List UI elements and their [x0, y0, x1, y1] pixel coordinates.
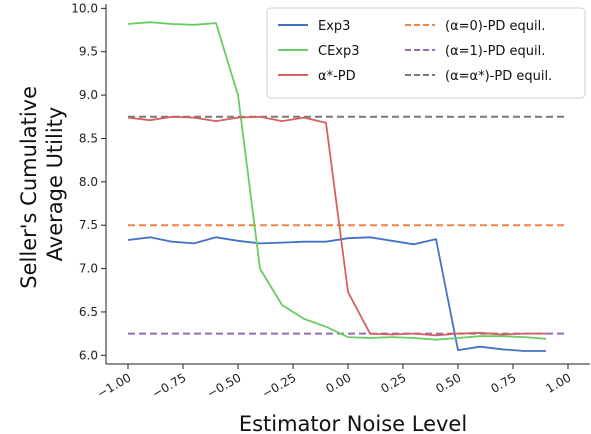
y-tick-label: 6.0	[79, 348, 98, 362]
y-tick-label: 10.0	[71, 1, 98, 15]
series-line	[127, 115, 546, 337]
x-tick-label: −1.00	[95, 370, 134, 401]
x-tick-label: 0.25	[378, 370, 408, 395]
y-tick-label: 9.0	[79, 88, 98, 102]
x-tick-label: 0.75	[488, 370, 518, 395]
y-axis-ticks: 6.0 6.5 7.0 7.5 8.0 8.5 9.0 9.5 10.0	[71, 1, 106, 362]
x-tick-label: 0.00	[323, 370, 353, 395]
series-line	[127, 236, 546, 352]
x-tick-label: −0.25	[260, 370, 299, 401]
y-tick-label: 7.5	[79, 218, 98, 232]
legend-label: Exp3	[318, 19, 350, 34]
series-line	[127, 21, 547, 341]
y-axis-label-line-1: Seller's Cumulative	[17, 86, 41, 289]
y-axis-label-line-2: Average Utility	[43, 107, 67, 262]
x-tick-label: −0.75	[150, 370, 189, 401]
x-axis-ticks: −1.00 −0.75 −0.50 −0.25 0.00 0.25 0.50 0.75 1.00	[95, 364, 574, 401]
legend-label: (α=1)-PD equil.	[445, 44, 545, 59]
y-tick-label: 7.0	[79, 262, 98, 276]
x-axis-label: Estimator Noise Level	[239, 412, 467, 434]
y-tick-label: 8.0	[79, 175, 98, 189]
legend-label: (α=0)-PD equil.	[445, 19, 545, 34]
y-axis-label: Seller's Cumulative Average Utility	[17, 79, 67, 288]
y-tick-label: 9.5	[79, 45, 98, 59]
legend-box	[266, 7, 586, 99]
y-tick-label: 6.5	[79, 305, 98, 319]
x-tick-label: 0.50	[433, 370, 463, 395]
x-tick-label: 1.00	[543, 370, 573, 395]
y-tick-label: 8.5	[79, 131, 98, 145]
legend-label: CExp3	[318, 44, 360, 59]
legend: Exp3 CExp3 α*-PD (α=0)-PD equil. (α=1)-PD eq…	[266, 7, 586, 99]
plot-area	[127, 21, 568, 352]
legend-label: α*-PD	[318, 69, 356, 84]
legend-label: (α=α*)-PD equil.	[445, 69, 552, 84]
x-tick-label: −0.50	[205, 370, 244, 401]
